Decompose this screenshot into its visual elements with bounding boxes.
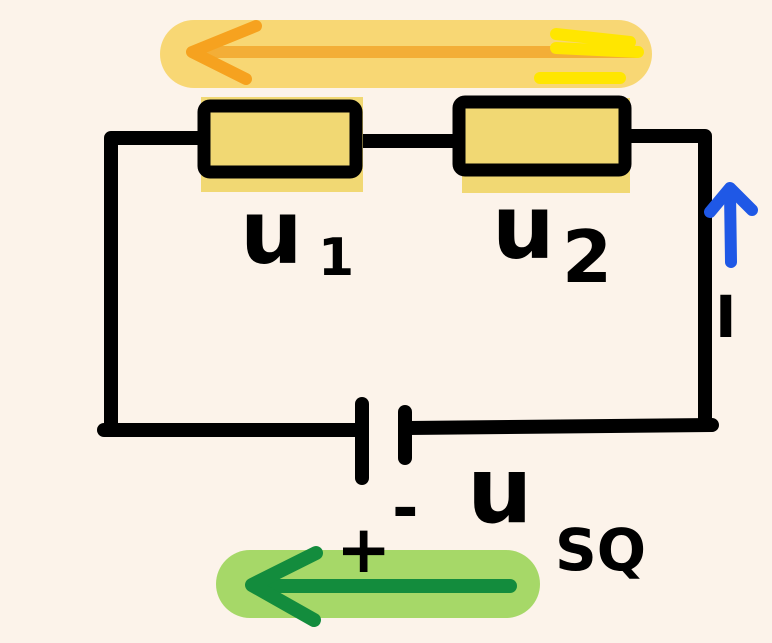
label-u1-main: u bbox=[240, 181, 303, 284]
resistor-2-body bbox=[452, 95, 632, 177]
top-arrow-icon bbox=[160, 20, 652, 88]
bottom-arrow-icon bbox=[216, 546, 540, 627]
circuit-wires bbox=[97, 129, 719, 437]
current-up-arrow-icon bbox=[704, 182, 758, 268]
bottom-arrow-head bbox=[245, 546, 323, 627]
resistor-1-body bbox=[197, 99, 363, 179]
top-arrow-yellow-tip bbox=[534, 28, 644, 84]
label-u2-main: u bbox=[492, 176, 555, 279]
label-u1-sub: 1 bbox=[318, 228, 354, 288]
wire-right bbox=[619, 129, 712, 432]
top-arrow-head bbox=[186, 20, 262, 85]
resistor-2 bbox=[452, 95, 632, 193]
current-arrow-shaft bbox=[724, 186, 737, 268]
label-source-main: u bbox=[467, 437, 533, 544]
label-current: I bbox=[715, 283, 737, 351]
current-arrow-head bbox=[704, 182, 758, 218]
wire-left-top bbox=[104, 131, 212, 435]
battery-symbol-icon bbox=[355, 397, 412, 485]
wire-bottom-right bbox=[401, 418, 719, 435]
label-plus: + bbox=[336, 511, 391, 588]
label-source-sub: SQ bbox=[555, 516, 646, 584]
resistor-1 bbox=[197, 97, 363, 192]
label-u2-sub: 2 bbox=[562, 215, 612, 299]
label-minus: - bbox=[392, 472, 419, 546]
